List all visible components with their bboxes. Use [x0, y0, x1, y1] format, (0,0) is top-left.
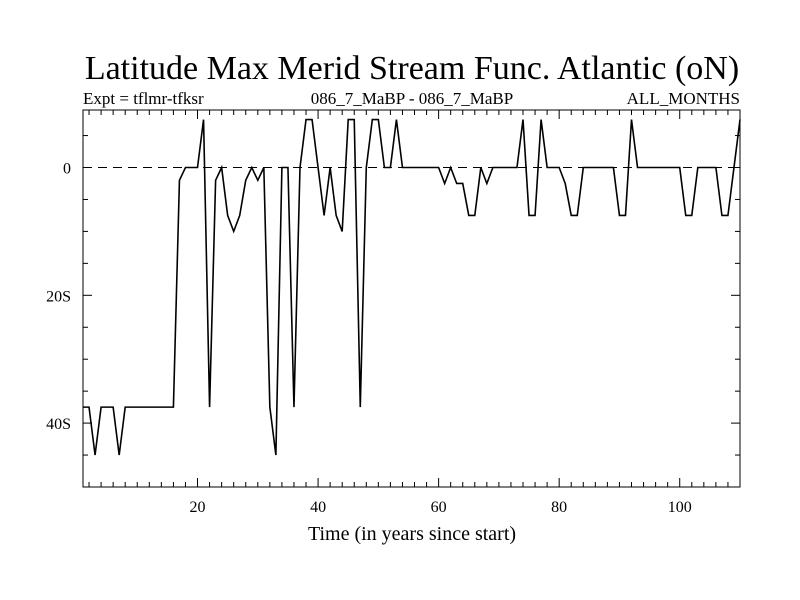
- x-axis-label: Time (in years since start): [308, 523, 516, 545]
- x-tick-label: 80: [551, 499, 567, 516]
- x-tick-label: 60: [431, 499, 447, 516]
- axis-ticks: [83, 110, 740, 488]
- chart-title: Latitude Max Merid Stream Func. Atlantic…: [85, 50, 739, 87]
- x-tick-label: 20: [190, 499, 206, 516]
- y-tick-label: 40S: [46, 416, 71, 433]
- plot-frame: [82, 109, 741, 488]
- months-label: ALL_MONTHS: [627, 89, 740, 108]
- y-tick-label: 20S: [46, 288, 71, 305]
- y-tick-labels: 0 20S 40S: [46, 161, 71, 434]
- x-tick-label: 40: [310, 499, 326, 516]
- dataset-label: 086_7_MaBP - 086_7_MaBP: [311, 89, 513, 108]
- x-tick-labels: 20 40 60 80 100: [190, 499, 692, 516]
- series-line: [83, 118, 741, 456]
- y-tick-label: 0: [63, 161, 71, 178]
- experiment-label: Expt = tflmr-tfksr: [83, 89, 204, 108]
- x-tick-label: 100: [668, 499, 692, 516]
